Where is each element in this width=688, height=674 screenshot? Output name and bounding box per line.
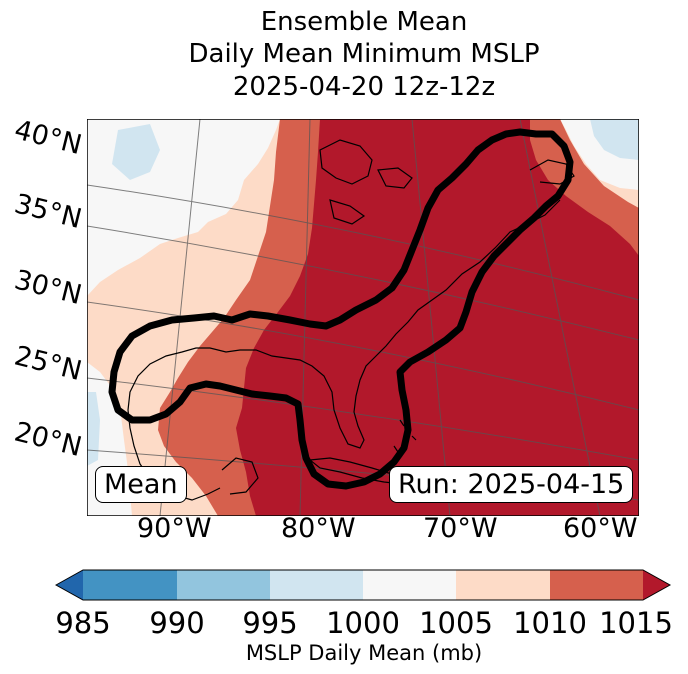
colorbar-outline [54, 569, 672, 601]
colorbar-bin-1005-1010 [456, 570, 550, 600]
colorbar-tick-1000: 1000 [326, 606, 400, 640]
colorbar-under-arrow [56, 570, 83, 600]
graticule-lat-25 [87, 301, 639, 411]
colorbar-tick-1015: 1015 [599, 606, 673, 640]
colorbar-tick-995: 995 [242, 606, 298, 640]
title-line-2: Daily Mean Minimum MSLP [188, 39, 540, 69]
graticule-lon-60 [519, 119, 601, 516]
fill-below-1000-southwest [87, 392, 100, 466]
lon-label-60w: 60°W [563, 513, 638, 544]
mean-contour-outline [108, 128, 574, 490]
mslp-field [87, 119, 639, 516]
coast-yucatan [221, 457, 259, 495]
fill-below-1000-northeast [590, 119, 639, 160]
graticule-lat-30 [87, 225, 639, 341]
colorbar-bin-995-1000 [270, 570, 363, 600]
lon-label-80w: 80°W [281, 513, 356, 544]
mean-label: Mean [95, 466, 187, 503]
coast-us-east [127, 199, 561, 501]
lon-label-70w: 70°W [423, 513, 498, 544]
coast-bahamas [393, 419, 417, 453]
colorbar-tick-1010: 1010 [513, 606, 587, 640]
lon-label-90w: 90°W [137, 513, 212, 544]
colorbar-bin-1010-1015 [550, 570, 643, 600]
colorbar-tick-990: 990 [149, 606, 205, 640]
graticule-lat-20 [87, 377, 639, 461]
colorbar-bin-990-995 [177, 570, 270, 600]
colorbar [54, 569, 672, 601]
colorbar-tick-985: 985 [55, 606, 111, 640]
title-line-1: Ensemble Mean [260, 7, 468, 37]
fill-below-1000-northwest [112, 124, 160, 180]
colorbar-over-arrow [643, 570, 670, 600]
graticule-lat-35 [87, 184, 639, 301]
title-line-3: 2025-04-20 12z-12z [232, 72, 496, 102]
run-date-label: Run: 2025-04-15 [389, 466, 634, 503]
graticule-lon-70 [411, 119, 451, 516]
colorbar-bin-1000-1005 [363, 570, 456, 600]
coast-great-lakes [319, 139, 413, 225]
colorbar-bin-985-990 [83, 570, 177, 600]
colorbar-label: MSLP Daily Mean (mb) [245, 641, 483, 665]
colorbar-tick-1005: 1005 [419, 606, 493, 640]
